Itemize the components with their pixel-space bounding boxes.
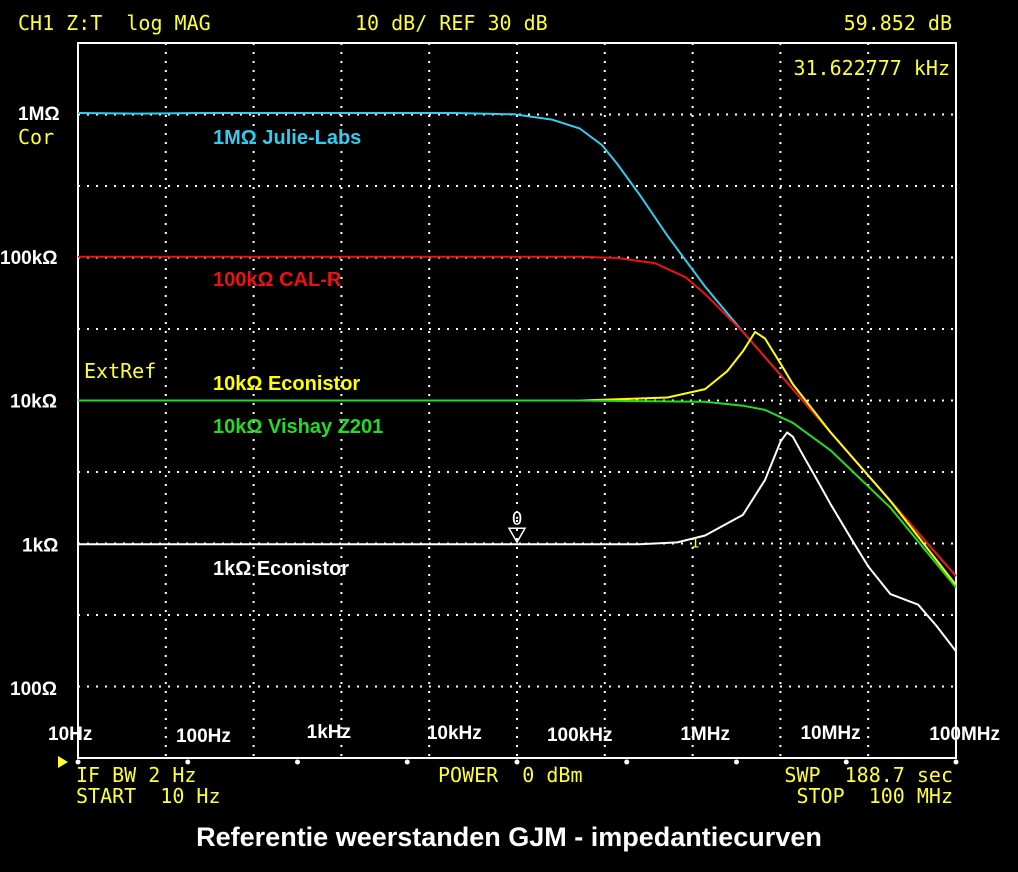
series-annotation-3: 10kΩ Econistor: [213, 373, 360, 395]
markers: 01: [507, 508, 699, 551]
y-tick-label: 1kΩ: [22, 535, 58, 556]
x-tick-label: 10Hz: [48, 724, 92, 745]
series-line-4: [78, 399, 957, 589]
y-tick-label: 100Ω: [10, 679, 57, 700]
x-tick-label: 100MHz: [929, 724, 1000, 745]
marker-frequency: 31.622777 kHz: [793, 56, 950, 80]
x-tick-dot: [734, 759, 739, 765]
series-annotation-4: 10kΩ Vishay Z201: [213, 416, 383, 438]
x-tick-label: 100Hz: [176, 726, 231, 747]
x-tick-dot: [514, 759, 520, 765]
instrument-text: CH1 Z:T log MAG 10 dB/ REF 30 dB 59.852 dB…: [18, 11, 953, 808]
chart-caption: Referentie weerstanden GJM - impedantiec…: [196, 822, 822, 852]
series-line-5: [78, 431, 957, 652]
x-tick-dot: [404, 759, 410, 765]
series-line-1: [77, 112, 957, 577]
x-tick-label: 100kHz: [547, 725, 613, 746]
x-tick-dot: [295, 759, 300, 765]
marker-1-label: 1: [691, 535, 699, 551]
series-lines: [77, 112, 957, 652]
reference-arrow-icon: [58, 756, 68, 768]
footer-start: START 10 Hz: [76, 784, 221, 808]
x-tick-label: 1kHz: [307, 722, 351, 743]
x-tick-dot: [75, 759, 81, 765]
x-tick-label: 1MHz: [680, 724, 730, 745]
x-tick-label: 10MHz: [800, 723, 860, 744]
y-tick-label: 100kΩ: [0, 248, 58, 269]
status-scale: 10 dB/ REF 30 dB: [355, 11, 548, 35]
footer-ifbw: IF BW 2 Hz: [76, 763, 196, 787]
status-marker-value: 59.852 dB: [844, 11, 952, 35]
footer-sweep: SWP 188.7 sec: [784, 763, 953, 787]
grid: [77, 42, 957, 759]
cor-label: Cor: [18, 125, 54, 149]
series-annotation-2: 100kΩ CAL-R: [213, 269, 342, 291]
series-line-3: [78, 330, 957, 586]
y-tick-label: 1MΩ: [18, 104, 60, 125]
footer-stop: STOP 100 MHz: [796, 784, 953, 808]
labels: 1MΩ Julie-Labs 100kΩ CAL-R 10kΩ Econistor 1…: [0, 104, 1000, 768]
y-tick-label: 10kΩ: [10, 392, 57, 413]
marker-0: [507, 527, 527, 544]
marker-0-label: 0: [512, 508, 523, 529]
series-annotation-5: 1kΩ Econistor: [213, 558, 349, 580]
status-channel: CH1 Z:T log MAG: [18, 11, 211, 35]
x-tick-dot: [843, 759, 849, 765]
x-tick-dot: [953, 759, 959, 765]
x-tick-label: 10kHz: [427, 723, 482, 744]
footer-power: POWER 0 dBm: [438, 763, 583, 787]
x-tick-dot: [185, 759, 191, 765]
x-tick-dot: [624, 759, 630, 765]
series-annotation-1: 1MΩ Julie-Labs: [213, 127, 361, 149]
extref-label: ExtRef: [84, 359, 156, 383]
